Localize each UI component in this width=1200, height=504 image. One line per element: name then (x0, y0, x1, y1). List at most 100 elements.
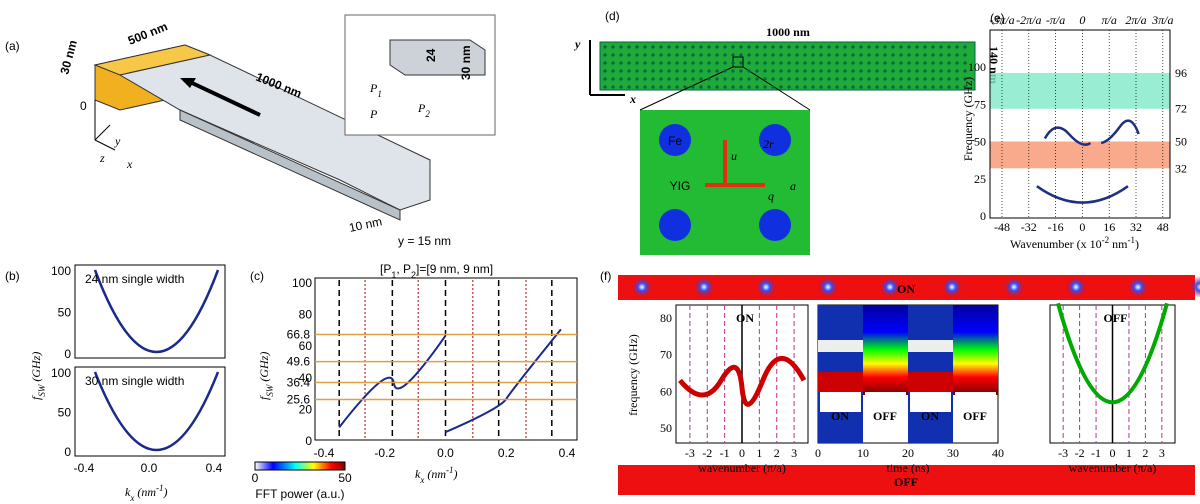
fe-dot (843, 53, 847, 57)
axis-label: y (573, 37, 581, 51)
fe-dot (907, 45, 911, 49)
y-tick-label: 50 (660, 421, 672, 435)
state-label: ON (831, 409, 849, 423)
fe-dot (683, 69, 687, 73)
plot-title-part: 1 (391, 270, 396, 280)
top-tick-label: -2π/a (1016, 13, 1041, 27)
x-axis-label-part: x (419, 475, 424, 485)
fe-dot (747, 77, 751, 81)
fe-dot (939, 53, 943, 57)
fe-dot (619, 69, 623, 73)
fe-dot (715, 69, 719, 73)
fe-dot (603, 61, 607, 65)
fe-dot (651, 45, 655, 49)
x-axis-label: wavenumber (π/a) (698, 461, 786, 475)
fe-dot (627, 45, 631, 49)
x-tick-label: -1 (1091, 446, 1101, 460)
level-label: 49.6 (287, 355, 311, 369)
fe-dot (955, 85, 959, 89)
fe-dot (859, 69, 863, 73)
fe-dot (787, 45, 791, 49)
fe-dot (675, 61, 679, 65)
fe-dot (603, 85, 607, 89)
colorbar-tick: 0 (252, 471, 259, 485)
inset-label: P2 (417, 101, 430, 119)
top-tick-label: 0 (1079, 13, 1085, 27)
fe-dot (643, 85, 647, 89)
fe-dot (939, 69, 943, 73)
fe-dot (963, 69, 967, 73)
fe-dot (739, 53, 743, 57)
fe-dot (787, 69, 791, 73)
fe-dot (875, 69, 879, 73)
x-tick-label: 16 (1103, 220, 1115, 234)
fe-dot (635, 61, 639, 65)
fe-dot (883, 69, 887, 73)
state-label: OFF (963, 409, 987, 423)
fe-dot (811, 85, 815, 89)
x-tick-label: 0 (1110, 446, 1116, 460)
x-tick-label: -2 (1075, 446, 1085, 460)
x-axis-label: kx (nm-1) (415, 465, 458, 485)
fe-dot (699, 61, 703, 65)
fe-dot (779, 61, 783, 65)
fe-dot (955, 45, 959, 49)
fe-dot (915, 69, 919, 73)
fe-dot (675, 85, 679, 89)
fe-dot (651, 53, 655, 57)
x-axis-label-part: k (415, 467, 421, 481)
fe-dot (787, 77, 791, 81)
fe-dot (923, 61, 927, 65)
axis-label: y (114, 134, 121, 148)
band-gap (990, 141, 1170, 169)
fe-dot (779, 53, 783, 57)
spectrum (953, 305, 998, 395)
fe-dot (675, 69, 679, 73)
panel-label: (f) (600, 269, 611, 283)
panel-label: (d) (605, 9, 620, 23)
fe-dot (667, 61, 671, 65)
dim-label: y = 15 nm (398, 234, 451, 248)
fe-dot (707, 85, 711, 89)
fe-dot (643, 45, 647, 49)
fe-dot (763, 53, 767, 57)
fe-dot (771, 69, 775, 73)
fe-dot (955, 77, 959, 81)
fe-dot (611, 61, 615, 65)
fe-dot (899, 77, 903, 81)
fe-dot (875, 85, 879, 89)
fe-dot (859, 77, 863, 81)
fe-dot (827, 85, 831, 89)
inset-label-part: P (417, 101, 426, 115)
y-axis-label-part: SW (265, 383, 275, 397)
colorbar (254, 461, 346, 471)
spectrum (908, 340, 953, 352)
fe-dot (883, 53, 887, 57)
fe-dot (739, 69, 743, 73)
x-axis-label-part: -1 (156, 483, 164, 493)
fe-dot (803, 45, 807, 49)
x-tick-label: 30 (947, 446, 959, 460)
x-axis-label: time (ns) (887, 461, 930, 475)
y-tick-label: 75 (974, 97, 986, 111)
fe-dot (923, 77, 927, 81)
fe-dot (795, 69, 799, 73)
switch-bar (618, 465, 1195, 495)
tag-box (955, 392, 996, 412)
fe-dot (867, 61, 871, 65)
fe-dot (827, 45, 831, 49)
fe-dot (787, 61, 791, 65)
band-gap (990, 72, 1170, 109)
x-axis-label: kx (nm-1) (125, 483, 168, 503)
fe-dot (691, 85, 695, 89)
y-tick-label: 60 (660, 384, 672, 398)
fe-dot (627, 85, 631, 89)
y-tick-label: 80 (299, 308, 313, 322)
fe-dot (931, 45, 935, 49)
fe-dot (667, 77, 671, 81)
fe-dot (675, 77, 679, 81)
fe-dot (867, 53, 871, 57)
fe-dot (891, 45, 895, 49)
x-tick-label: -2 (702, 446, 712, 460)
fe-dot (907, 69, 911, 73)
